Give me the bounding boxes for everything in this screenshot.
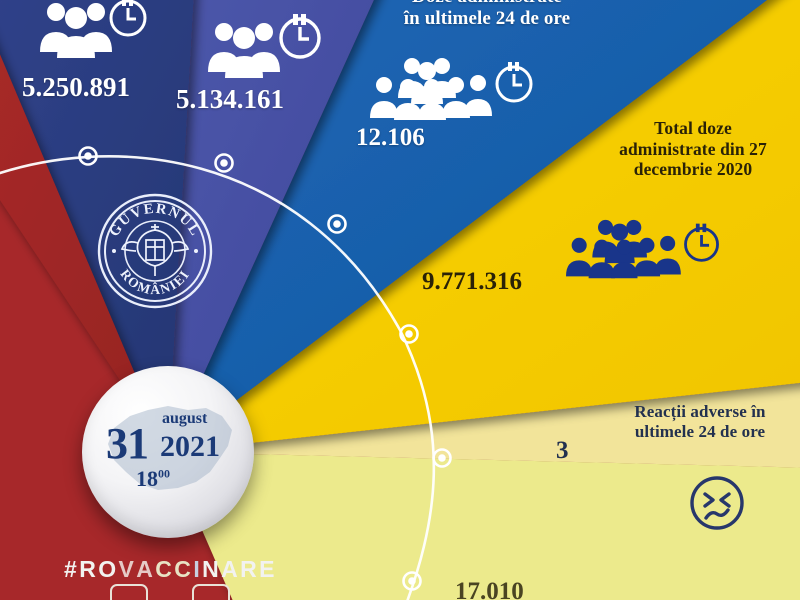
hashtag-letter: R [79, 556, 99, 582]
badge-year: 2021 [160, 430, 220, 463]
hashtag-rovaccinare: #ROVACCINARE [64, 556, 277, 583]
hashtag-letter: N [202, 556, 222, 582]
headline-line-1: Reacții adverse în [634, 402, 766, 421]
headline-line-1: Doze administrate [372, 0, 602, 8]
hashtag-letter: V [118, 556, 137, 582]
hashtag-letter: R [240, 556, 260, 582]
hashtag-letter: A [221, 556, 241, 582]
headline-line-2: în ultimele 24 de ore [403, 8, 571, 30]
hashtag-letter: I [193, 556, 203, 582]
badge-time: 1800 [136, 466, 170, 492]
sad-face-icon [690, 476, 744, 530]
value-reactii-adverse-total: 17.010 [455, 578, 524, 600]
people-crowd-clock-icon [370, 58, 533, 120]
hashtag-letter: E [259, 556, 277, 582]
value-reactii-adverse-24-ore: 3 [556, 437, 569, 464]
instagram-icon[interactable] [192, 584, 230, 600]
headline-line-2: administrate din 27 [619, 138, 767, 159]
romania-map-silhouette [108, 406, 232, 490]
people-clock-icon [40, 0, 147, 58]
badge-month: august [162, 410, 208, 427]
hashtag-letter: C [155, 556, 175, 582]
value-schema-completa: 5.134.161 [176, 84, 284, 114]
social-icons [110, 584, 230, 600]
people-clock-icon [208, 14, 321, 78]
headline-reactii-adverse: Reacții adverse în ultimele 24 de ore [600, 402, 800, 442]
facebook-icon[interactable] [110, 584, 148, 600]
badge-hour-minutes: 00 [158, 466, 170, 481]
hashtag-letter: C [174, 556, 194, 582]
badge-hour: 18 [136, 466, 158, 491]
hashtag-letter: O [98, 556, 119, 582]
headline-total-doze: Total doze administrate din 27 decembrie… [586, 118, 800, 180]
hashtag-letter: A [136, 556, 156, 582]
value-persoane-vaccinate: 5.250.891 [22, 72, 130, 102]
date-badge: 31 august 2021 1800 [82, 366, 254, 538]
guvernul-romaniei-seal: GUVERNUL ROMÂNIEI [97, 193, 213, 309]
badge-day: 31 [106, 419, 149, 468]
headline-line-1: Total doze [654, 118, 732, 138]
hashtag-letter: # [64, 556, 80, 582]
headline-doze-24-ore: Doze administrate în ultimele 24 de ore [372, 0, 602, 31]
value-doze-24-ore: 12.106 [356, 124, 425, 151]
headline-line-3: decembrie 2020 [633, 159, 753, 180]
people-crowd-clock-icon [566, 219, 719, 279]
value-total-doze: 9.771.316 [422, 268, 522, 295]
headline-line-2: ultimele 24 de ore [634, 422, 766, 442]
